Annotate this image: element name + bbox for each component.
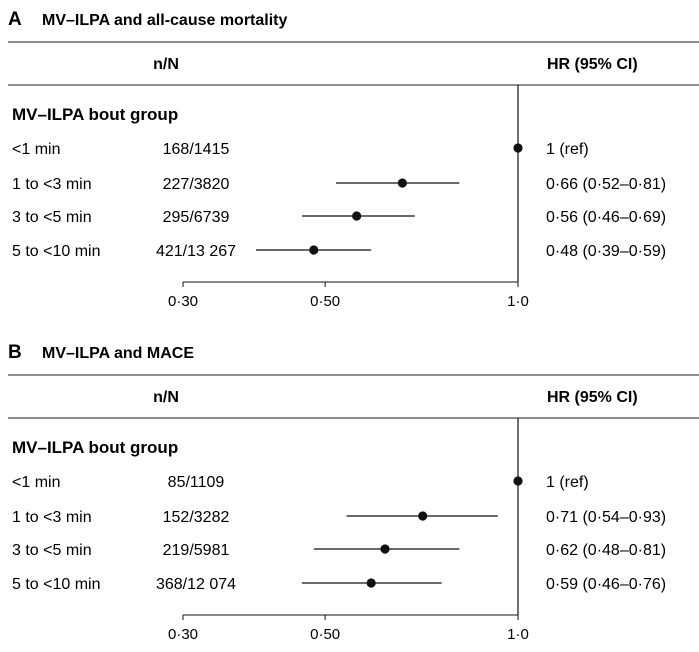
row-hr-text: 0·59 (0·46–0·76) xyxy=(546,576,666,593)
row-hr-text: 0·56 (0·46–0·69) xyxy=(546,209,666,226)
x-tick-label: 1·0 xyxy=(507,626,529,643)
row-hr-text: 1 (ref) xyxy=(546,474,589,491)
row-label: 3 to <5 min xyxy=(12,209,92,226)
hr-column-header: HR (95% CI) xyxy=(547,56,638,73)
row-hr-text: 1 (ref) xyxy=(546,141,589,158)
row-n-value: 421/13 267 xyxy=(156,243,236,260)
panel-title: MV–ILPA and all-cause mortality xyxy=(42,12,288,29)
row-hr-text: 0·62 (0·48–0·81) xyxy=(546,542,666,559)
row-n-value: 219/5981 xyxy=(163,542,230,559)
group-label: MV–ILPA bout group xyxy=(12,438,178,457)
row-hr-text: 0·48 (0·39–0·59) xyxy=(546,243,666,260)
x-tick-label: 0·50 xyxy=(310,626,340,643)
row-n-value: 227/3820 xyxy=(163,176,230,193)
hazard-ratio-point xyxy=(397,178,407,188)
panel-title: MV–ILPA and MACE xyxy=(42,345,194,362)
row-hr-text: 0·71 (0·54–0·93) xyxy=(546,509,666,526)
row-label: 5 to <10 min xyxy=(12,243,101,260)
n-column-header: n/N xyxy=(153,56,179,73)
hazard-ratio-point xyxy=(309,245,319,255)
row-n-value: 85/1109 xyxy=(168,474,225,491)
row-n-value: 295/6739 xyxy=(163,209,230,226)
row-n-value: 368/12 074 xyxy=(156,576,236,593)
hr-column-header: HR (95% CI) xyxy=(547,389,638,406)
panel-letter: A xyxy=(8,9,22,30)
row-label: 3 to <5 min xyxy=(12,542,92,559)
x-tick-label: 1·0 xyxy=(507,293,529,310)
row-n-value: 168/1415 xyxy=(163,141,230,158)
hazard-ratio-point xyxy=(366,578,376,588)
row-label: 1 to <3 min xyxy=(12,176,92,193)
row-label: 1 to <3 min xyxy=(12,509,92,526)
hazard-ratio-point xyxy=(352,211,362,221)
group-label: MV–ILPA bout group xyxy=(12,105,178,124)
hazard-ratio-point xyxy=(380,544,390,554)
row-n-value: 152/3282 xyxy=(163,509,230,526)
x-tick-label: 0·30 xyxy=(168,626,198,643)
hazard-ratio-point xyxy=(418,511,428,521)
row-hr-text: 0·66 (0·52–0·81) xyxy=(546,176,666,193)
row-label: 5 to <10 min xyxy=(12,576,101,593)
row-label: <1 min xyxy=(12,474,60,491)
n-column-header: n/N xyxy=(153,389,179,406)
hazard-ratio-point xyxy=(513,476,523,486)
x-tick-label: 0·50 xyxy=(310,293,340,310)
x-tick-label: 0·30 xyxy=(168,293,198,310)
row-label: <1 min xyxy=(12,141,60,158)
hazard-ratio-point xyxy=(513,143,523,153)
panel-letter: B xyxy=(8,342,22,363)
